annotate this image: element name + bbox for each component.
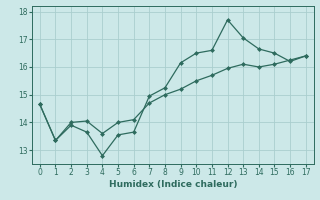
X-axis label: Humidex (Indice chaleur): Humidex (Indice chaleur) (108, 180, 237, 189)
